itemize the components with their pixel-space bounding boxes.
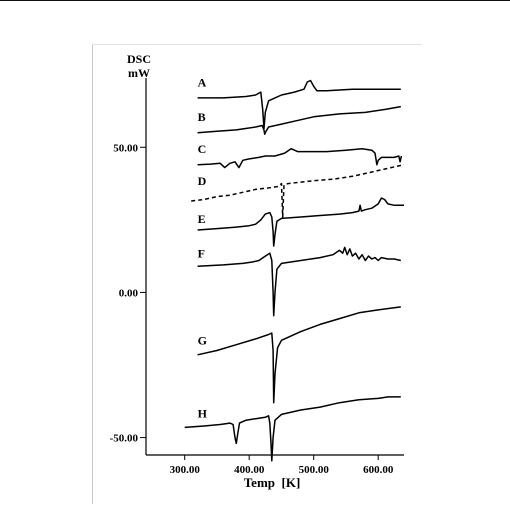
curves-group [184,79,405,462]
y-tick-label: -50.00 [110,433,139,445]
curve-label-g: G [198,334,207,348]
curve-label-c: C [198,142,207,156]
axes [145,78,404,456]
curve-a [197,79,401,130]
curve-label-d: D [198,174,207,188]
curve-label-f: F [198,247,205,261]
x-tick-label: 600.00 [363,464,394,476]
curve-h [184,396,401,462]
top-rule [0,0,510,1]
curve-label-b: B [198,110,206,124]
curve-label-e: E [198,212,206,226]
y-tick-label: 0.00 [119,287,139,299]
y-axis-label-unit: mW [128,66,150,80]
y-axis-label-dsc: DSC [127,52,151,66]
x-tick-label: 400.00 [234,464,265,476]
ticks-group: 300.00 400.00 500.00 600.00 50.00 0.00 -50.00 [110,142,394,476]
x-tick-label: 300.00 [170,464,201,476]
figure-frame-left [92,44,93,504]
curve-label-h: H [198,406,208,420]
curve-b [197,105,401,135]
curve-c [197,147,403,169]
figure-frame-top [92,44,422,45]
curve-e [197,197,404,247]
curve-d [191,163,405,218]
x-axis-label: Temp [K] [244,475,301,490]
curve-g [197,306,401,404]
curve-label-a: A [198,75,207,89]
curve-f [197,246,401,317]
y-tick-label: 50.00 [113,142,138,154]
x-tick-label: 500.00 [299,464,330,476]
curve-labels-group: A B C D E F G H [198,75,208,420]
